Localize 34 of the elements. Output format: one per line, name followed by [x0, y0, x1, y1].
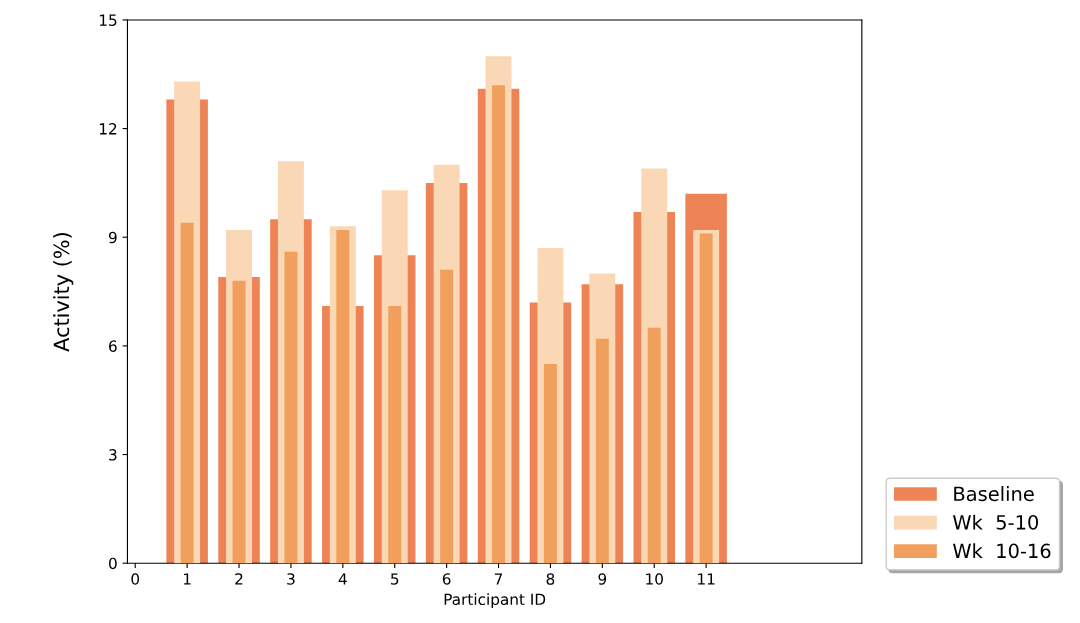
x-tick-label: 0 — [131, 573, 140, 585]
x-tick-label: 8 — [546, 573, 555, 585]
x-tick-label: 4 — [338, 573, 347, 585]
bar — [492, 85, 506, 564]
bar — [232, 280, 246, 564]
bar — [336, 229, 350, 564]
x-tick-label: 7 — [494, 573, 503, 585]
y-tick-label: 6 — [109, 340, 117, 352]
legend-label: Wk 10-16 — [953, 543, 1051, 559]
bar — [595, 338, 609, 564]
y-tick-label: 0 — [109, 557, 117, 570]
bar — [284, 251, 298, 564]
bar — [647, 327, 661, 564]
y-axis-title: Activity (%) — [53, 233, 74, 352]
x-tick-label: 3 — [287, 573, 295, 585]
bar — [180, 222, 194, 564]
bar — [699, 233, 713, 564]
x-axis-title: Participant ID — [444, 593, 546, 609]
legend-label: Baseline — [954, 486, 1034, 502]
x-tick-label: 6 — [442, 573, 451, 585]
x-tick-label: 11 — [698, 573, 715, 585]
legend-label: Wk 5-10 — [953, 514, 1039, 530]
x-tick-label: 5 — [391, 573, 399, 585]
y-tick-label: 12 — [99, 123, 117, 135]
y-tick-label: 15 — [99, 14, 117, 26]
bar — [388, 306, 402, 564]
x-tick-label: 2 — [235, 573, 243, 585]
x-tick-label: 9 — [598, 573, 607, 585]
bar — [543, 364, 557, 564]
y-tick-label: 9 — [108, 231, 117, 244]
x-tick-label: 10 — [646, 573, 663, 585]
y-tick-label: 3 — [109, 449, 117, 461]
bar — [440, 269, 454, 564]
x-tick-label: 1 — [183, 573, 191, 585]
